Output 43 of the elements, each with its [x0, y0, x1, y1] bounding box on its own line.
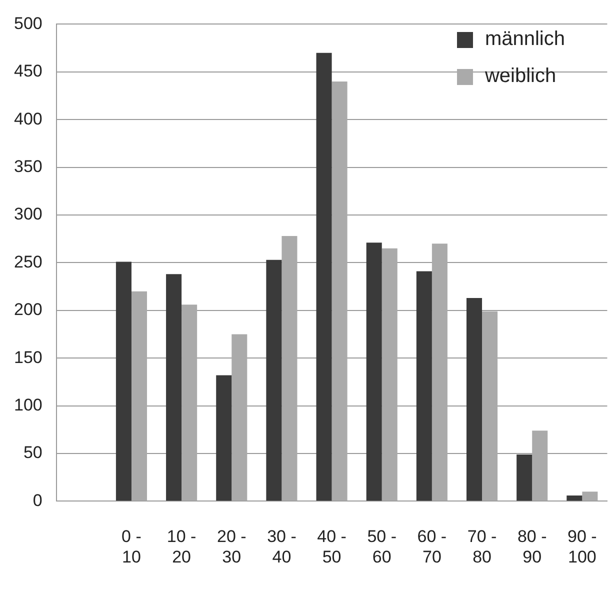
y-tick-label: 450: [14, 62, 42, 81]
y-tick-label: 0: [32, 490, 42, 510]
y-tick-label: 350: [14, 156, 42, 176]
bar: [182, 304, 198, 501]
y-tick-label: 200: [14, 300, 42, 320]
x-tick-label: 20 - 30: [216, 527, 246, 566]
x-tick-label: 80 - 90: [517, 527, 547, 566]
bar: [366, 242, 382, 501]
x-tick-label: 70 - 80: [467, 527, 497, 566]
y-tick-label: 500: [14, 14, 42, 33]
x-tick-label: 90 - 100: [568, 527, 597, 566]
bar: [382, 248, 398, 501]
legend-label: weiblich: [484, 65, 556, 88]
y-tick-label: 400: [14, 109, 42, 128]
x-tick-label: 30 - 40: [267, 527, 296, 566]
y-tick-label: 250: [14, 252, 42, 272]
bar: [332, 81, 348, 501]
bar: [166, 274, 182, 501]
bar: [582, 492, 598, 501]
x-tick-label: 50 - 60: [367, 527, 397, 566]
x-tick-label: 10 - 20: [166, 527, 196, 566]
bar: [282, 236, 298, 501]
x-tick-label: 60 - 70: [417, 527, 447, 566]
y-tick-label: 300: [14, 204, 42, 224]
bar: [466, 298, 482, 501]
x-tick-label: 0 - 10: [122, 527, 142, 566]
legend-label: männlich: [484, 28, 565, 51]
y-tick-label: 50: [23, 443, 42, 462]
bar: [516, 454, 532, 501]
bar: [432, 244, 448, 501]
bar: [116, 262, 132, 501]
bar: [131, 291, 148, 501]
bar: [566, 495, 582, 501]
y-tick-label: 100: [14, 395, 42, 414]
y-tick-label: 150: [14, 348, 42, 367]
bar: [232, 334, 248, 501]
bar: [266, 260, 282, 501]
bar: [482, 311, 498, 501]
bar: [316, 52, 332, 501]
x-tick-label: 40 - 50: [317, 527, 346, 566]
bar: [532, 430, 548, 501]
bar: [416, 271, 432, 501]
bar: [216, 375, 232, 501]
